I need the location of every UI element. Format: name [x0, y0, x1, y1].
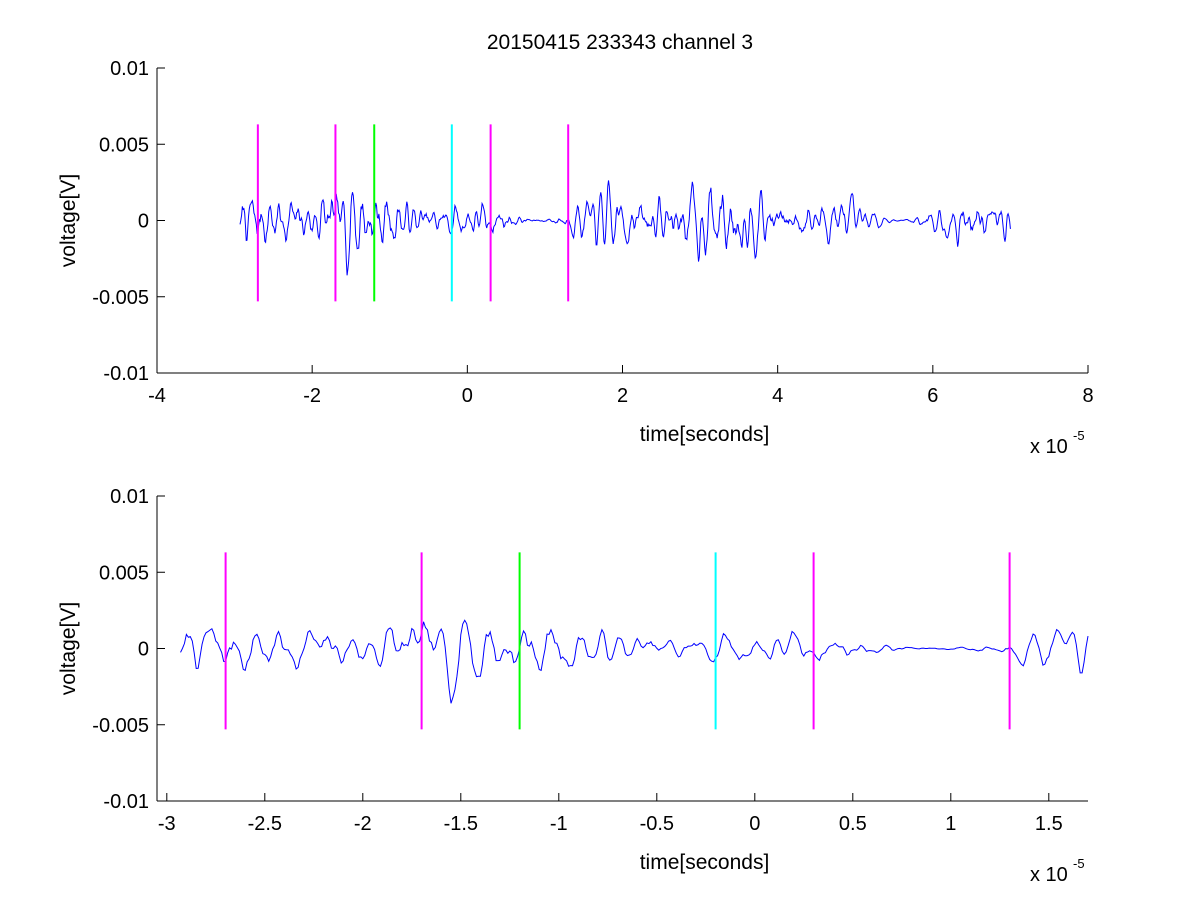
x-tick-label: -0.5: [640, 813, 674, 835]
y-axis-label: voltage[V]: [57, 602, 80, 695]
x-tick-label: 0: [462, 385, 473, 407]
x-tick-label: -3: [158, 813, 176, 835]
x-tick-label: 1.5: [1035, 813, 1063, 835]
x-axis-label: time[seconds]: [640, 851, 770, 874]
figure-title: 20150415 233343 channel 3: [487, 31, 753, 54]
x-tick-label: 0.5: [839, 813, 867, 835]
x-multiplier-label: x 10: [1030, 436, 1068, 458]
x-tick-label: -1: [550, 813, 568, 835]
y-tick-label: 0: [138, 211, 149, 233]
x-tick-label: -2.5: [248, 813, 282, 835]
x-axis-label: time[seconds]: [640, 423, 770, 446]
x-tick-label: 2: [617, 385, 628, 407]
x-tick-label: -2: [354, 813, 372, 835]
y-axis-label: voltage[V]: [57, 174, 80, 267]
y-tick-label: 0: [138, 639, 149, 661]
y-tick-label: 0.01: [110, 486, 149, 508]
y-tick-label: -0.005: [92, 715, 149, 737]
bottom-plot: -3 -2.5 -2 -1.5 -1 -0.5 0 0.5 1 1.5 -0.01 -0.005 0 0.…: [57, 486, 1089, 886]
x-tick-label: 1: [945, 813, 956, 835]
y-tick-label: 0.005: [99, 562, 149, 584]
top-plot: -4 -2 0 2 4 6 8 -0.01 -0.005 0 0.005 0.01 time[secon…: [57, 58, 1094, 458]
signal-series-line: [239, 180, 1011, 276]
x-multiplier-label: x 10: [1030, 864, 1068, 886]
x-multiplier-exponent: -5: [1073, 428, 1085, 443]
x-tick-label: 8: [1082, 385, 1093, 407]
x-tick-label: 4: [772, 385, 783, 407]
signal-series-line: [180, 619, 1089, 704]
x-tick-label: -4: [148, 385, 166, 407]
x-tick-label: 0: [749, 813, 760, 835]
y-tick-label: 0.005: [99, 134, 149, 156]
x-tick-label: -1.5: [444, 813, 478, 835]
x-tick-label: -2: [303, 385, 321, 407]
x-tick-label: 6: [927, 385, 938, 407]
y-tick-label: -0.01: [103, 363, 149, 385]
y-tick-label: 0.01: [110, 58, 149, 80]
y-tick-label: -0.01: [103, 791, 149, 813]
y-tick-label: -0.005: [92, 287, 149, 309]
x-multiplier-exponent: -5: [1073, 856, 1085, 871]
